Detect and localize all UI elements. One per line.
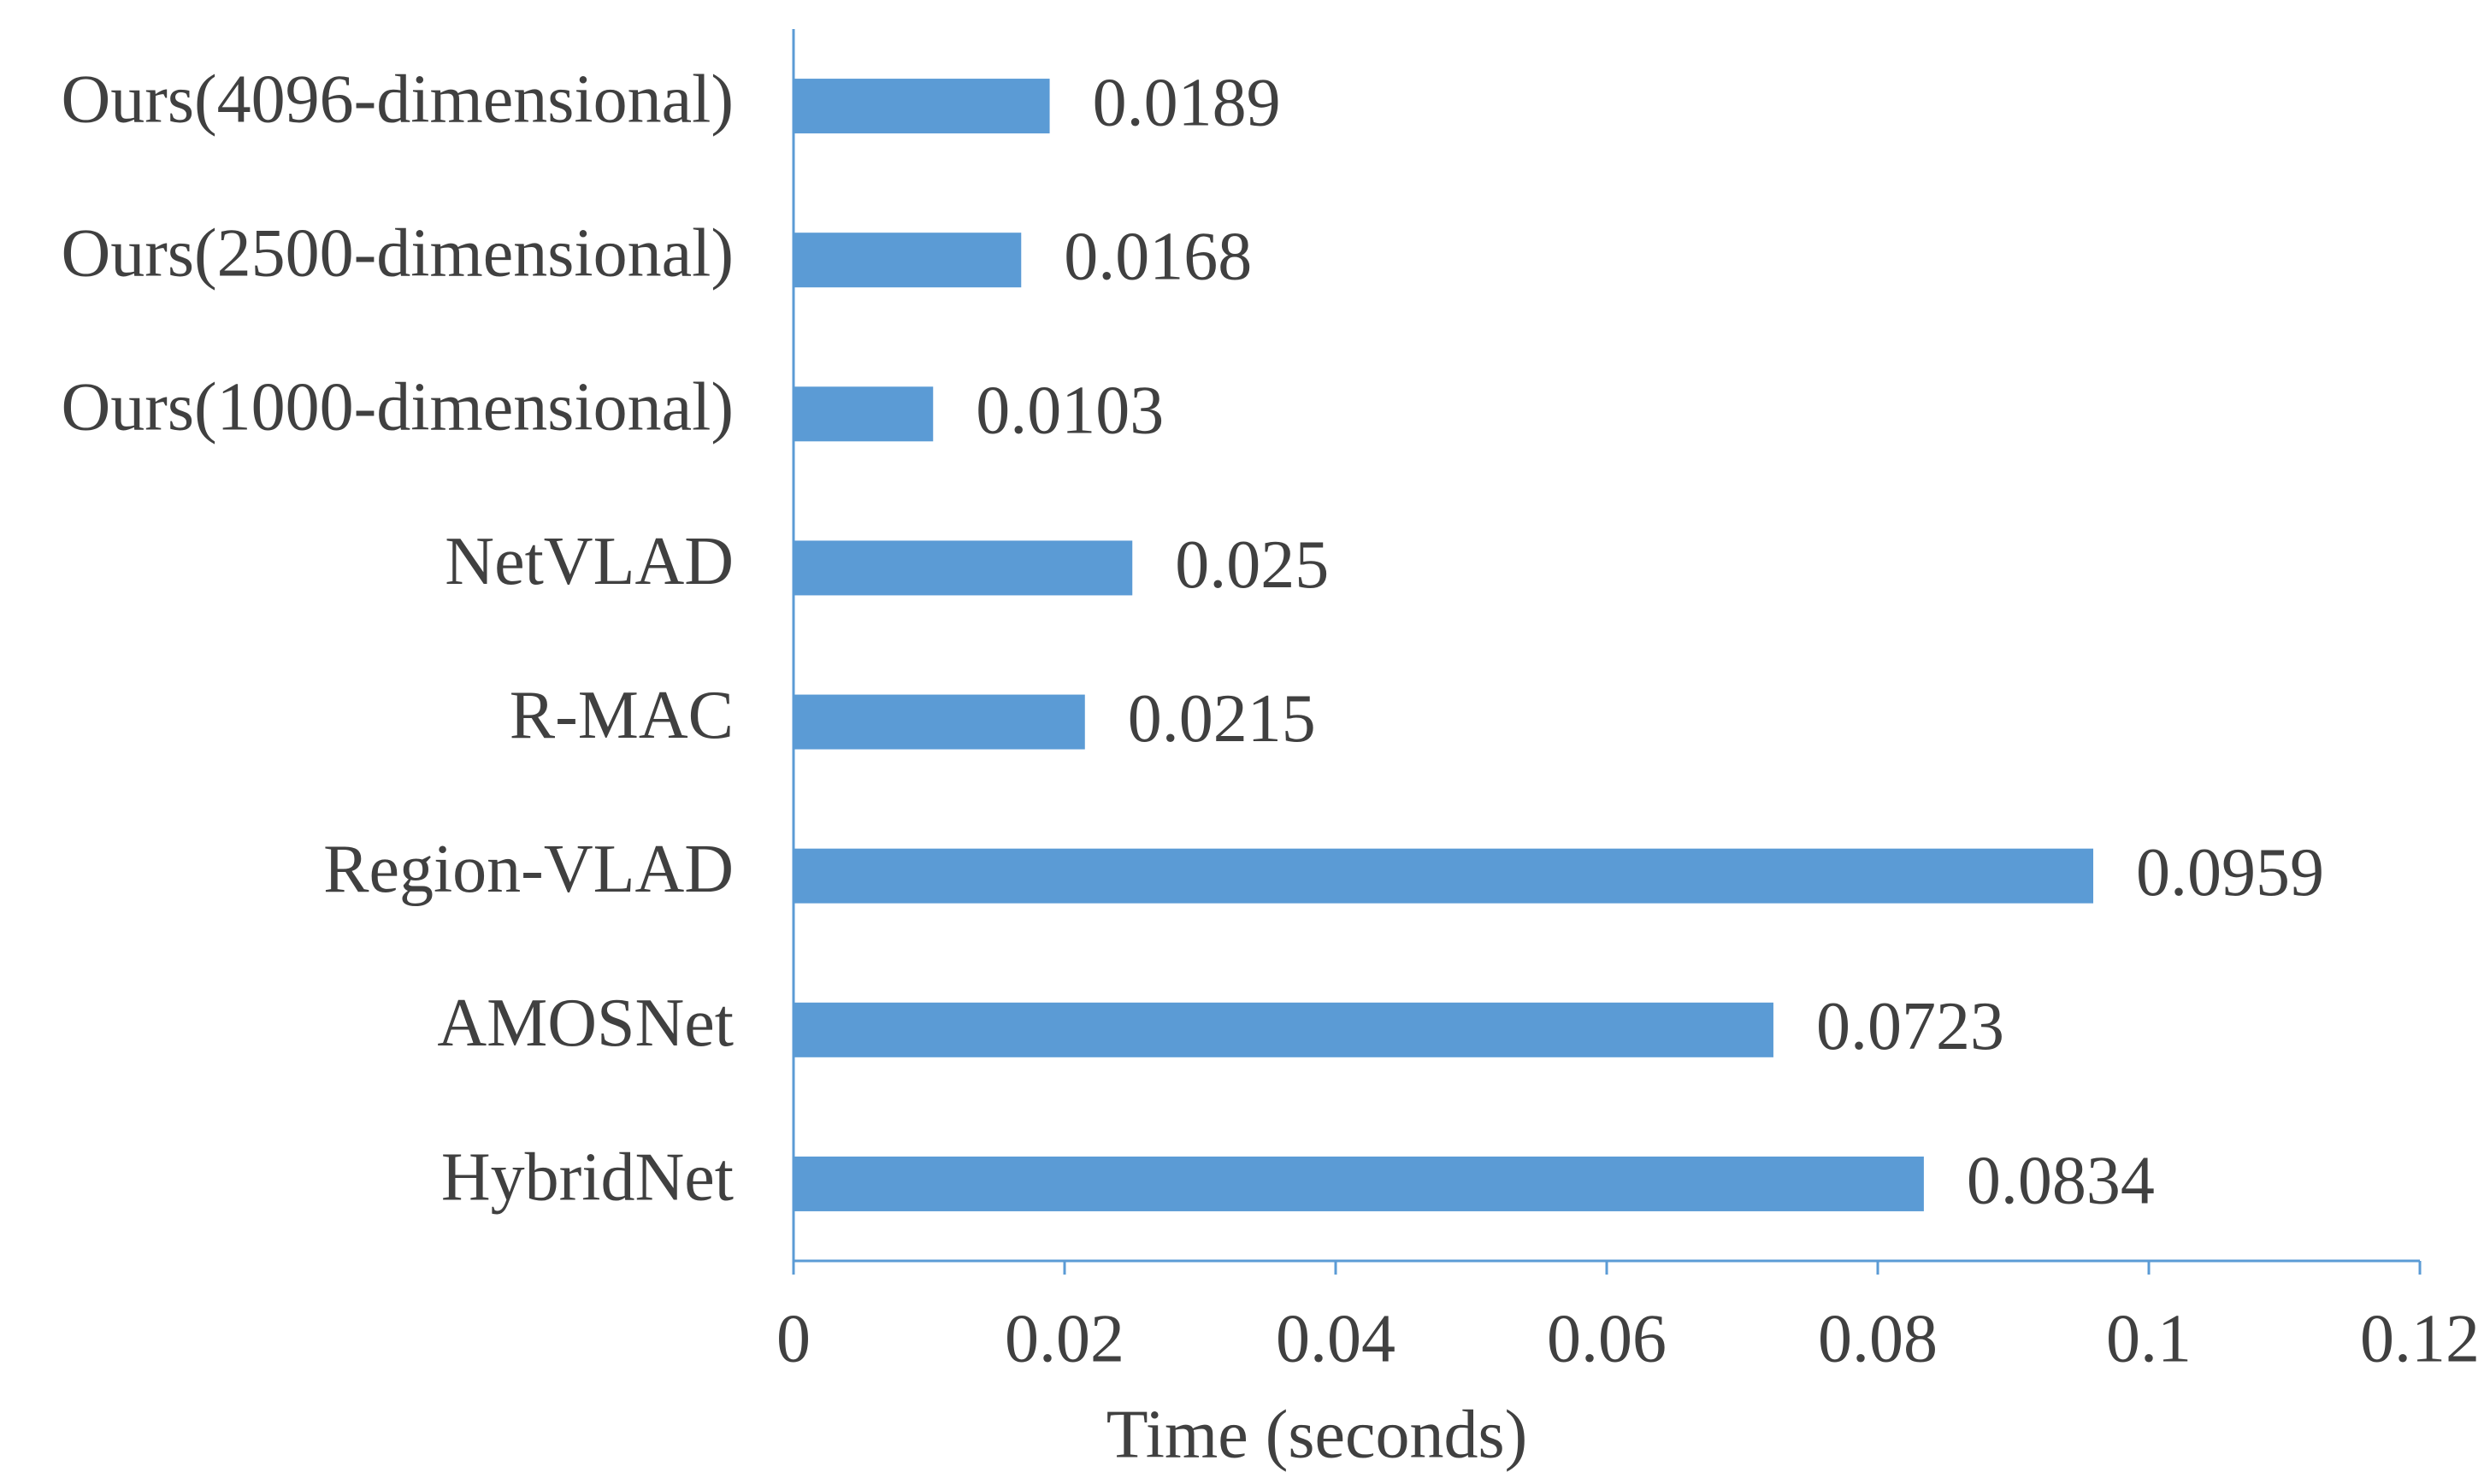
bar [794,233,1022,288]
y-tick-label: HybridNet [441,1140,734,1215]
bar [794,1002,1773,1057]
x-tick-label: 0.12 [2360,1301,2480,1376]
x-tick-label: 0.02 [1005,1301,1124,1376]
x-tick-label: 0.1 [2106,1301,2192,1376]
x-tick-label: 0 [776,1301,811,1376]
y-tick-label: R-MAC [510,678,734,753]
y-tick-label: NetVLAD [445,524,734,599]
value-label: 0.0168 [1064,220,1252,295]
x-tick-label: 0.08 [1818,1301,1938,1376]
x-tick-label: 0.04 [1276,1301,1395,1376]
value-label: 0.0189 [1093,65,1281,140]
value-label: 0.0723 [1816,989,2004,1064]
value-label: 0.0959 [2136,835,2324,910]
y-tick-label: Ours(2500-dimensional) [61,216,734,292]
y-tick-label: Region-VLAD [323,832,734,907]
value-label: 0.025 [1175,527,1329,603]
value-label: 0.0103 [976,374,1164,449]
value-label: 0.0834 [1967,1143,2155,1218]
bar [794,848,2094,904]
x-axis-title: Time (seconds) [1106,1397,1528,1472]
value-label: 0.0215 [1128,681,1316,757]
y-tick-label: AMOSNet [437,986,734,1061]
bar [794,540,1133,596]
x-tick-label: 0.06 [1547,1301,1667,1376]
y-tick-label: Ours(4096-dimensional) [61,62,734,137]
bar [794,1156,1924,1211]
y-tick-label: Ours(1000-dimensional) [61,370,734,445]
bar [794,79,1050,134]
bar [794,386,934,442]
bar [794,694,1085,750]
